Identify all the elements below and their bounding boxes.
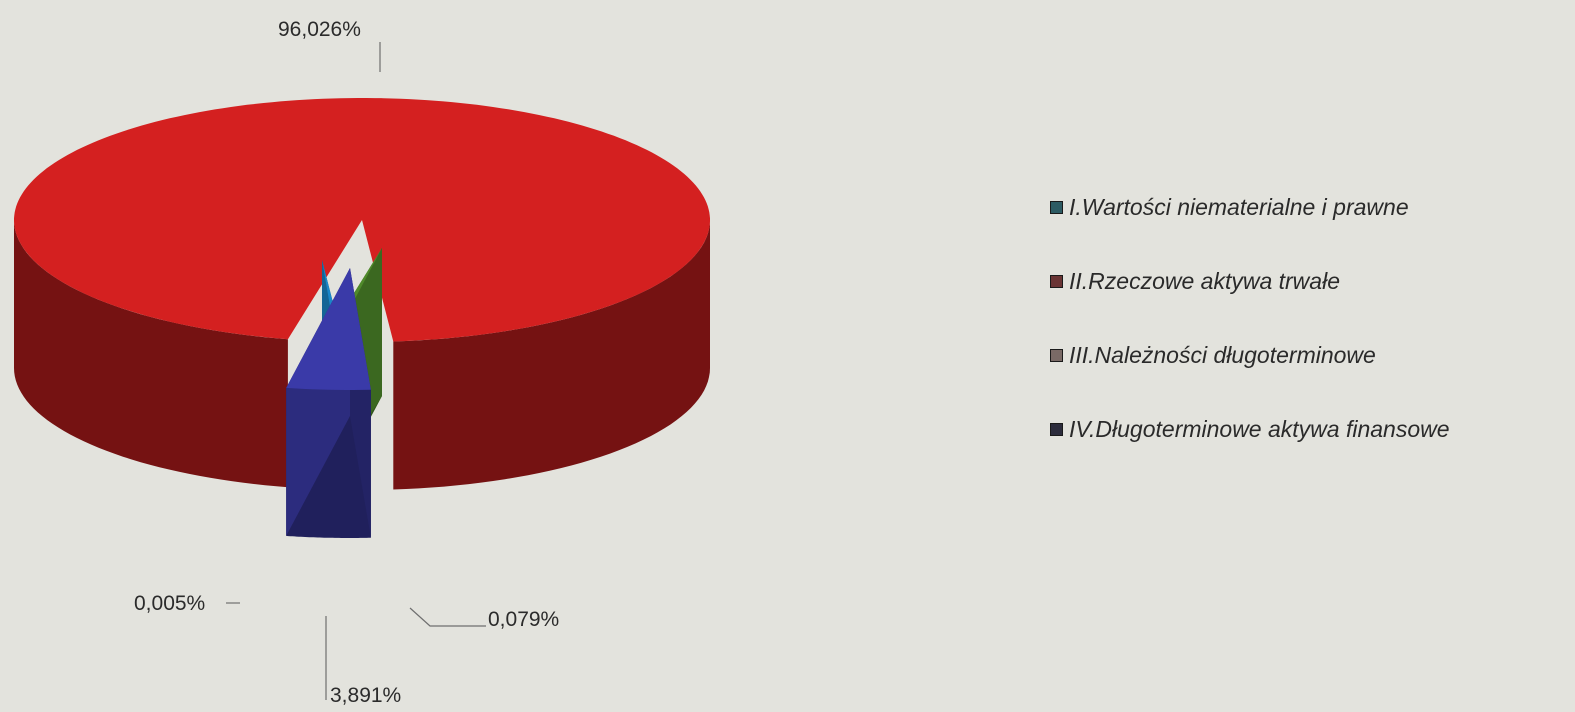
data-label-slice-1: 96,026% <box>278 18 361 41</box>
legend-swatch-1 <box>1050 274 1063 288</box>
chart-legend: I.Wartości niematerialne i prawne II.Rze… <box>1050 193 1570 491</box>
pie-slice-side-1-0 <box>14 220 288 488</box>
legend-swatch-0 <box>1050 200 1063 214</box>
legend-label-3: IV.Długoterminowe aktywa finansowe <box>1069 415 1450 442</box>
legend-swatch-3 <box>1050 422 1063 436</box>
leader-line-slice-2 <box>409 607 486 627</box>
legend-swatch-2 <box>1050 348 1063 362</box>
data-label-slice-3: 3,891% <box>330 684 401 707</box>
legend-label-0: I.Wartości niematerialne i prawne <box>1069 193 1409 220</box>
legend-item-0: I.Wartości niematerialne i prawne <box>1050 193 1570 220</box>
legend-label-1: II.Rzeczowe aktywa trwałe <box>1069 267 1340 294</box>
pie-chart: 96,026% 0,005% 0,079% 3,891% <box>14 18 710 707</box>
pie-slice-side-1-1 <box>393 220 710 490</box>
data-label-slice-0: 0,005% <box>134 592 205 615</box>
pie-slice-1 <box>14 98 710 342</box>
data-label-slice-2: 0,079% <box>488 608 559 631</box>
legend-label-2: III.Należności długoterminowe <box>1069 341 1376 368</box>
legend-item-2: III.Należności długoterminowe <box>1050 341 1570 368</box>
legend-item-1: II.Rzeczowe aktywa trwałe <box>1050 267 1570 294</box>
pie-slices <box>14 98 710 538</box>
pie-slice-3 <box>286 268 371 390</box>
legend-item-3: IV.Długoterminowe aktywa finansowe <box>1050 415 1570 442</box>
pie-data-labels: 96,026% 0,005% 0,079% 3,891% <box>134 18 559 707</box>
